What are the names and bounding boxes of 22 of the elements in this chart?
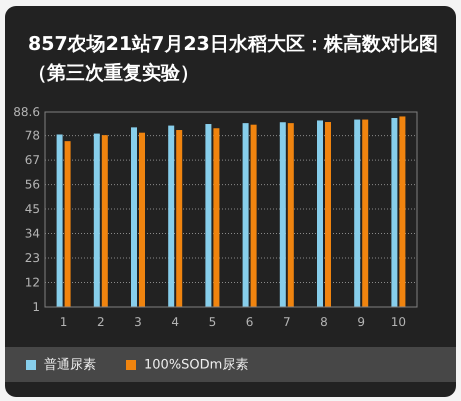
legend-label: 100%SODm尿素 [144,358,248,372]
x-tick-label: 5 [208,315,216,329]
legend-label: 普通尿素 [44,356,96,372]
y-tick-label: 88.6 [13,105,40,119]
x-tick-label: 2 [96,315,105,329]
y-tick-label: 45 [24,202,40,216]
y-tick-label: 34 [24,226,40,241]
x-tick-label: 4 [171,315,180,329]
y-tick-label: 12 [24,276,40,290]
y-tick-label: 23 [24,251,40,266]
x-tick-label: 9 [357,315,366,329]
x-tick-label: 1 [60,315,68,329]
x-tick-label: 6 [246,315,254,329]
y-tick-label: 1 [32,300,40,314]
x-tick-label: 10 [390,315,406,329]
x-tick-label: 8 [320,315,328,329]
y-tick-label: 56 [24,178,40,192]
y-tick-label: 67 [24,153,40,168]
y-tick-label: 78 [24,128,40,143]
title: 857农场21站7月23日水稻大区：株高数对比图（第三次重复实验） [28,33,438,84]
x-tick-label: 7 [282,315,291,329]
x-tick-label: 3 [134,315,142,329]
